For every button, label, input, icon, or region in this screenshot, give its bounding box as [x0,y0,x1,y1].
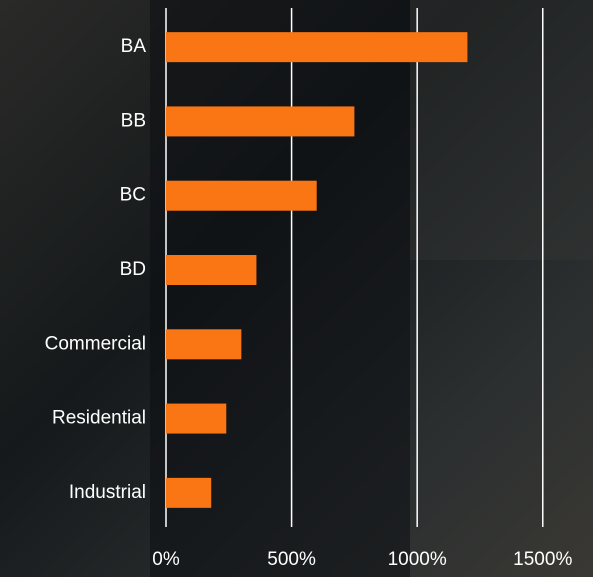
bar [166,180,317,211]
y-tick-label: Residential [52,408,146,429]
bar [166,477,212,508]
y-tick-label: Industrial [69,482,146,503]
x-tick-label: 500% [267,549,316,570]
bar [166,403,227,434]
y-tick-label: Commercial [45,333,146,354]
y-tick-label: BA [121,36,147,57]
y-tick-label: BD [120,259,146,280]
y-tick-label: BB [121,110,146,131]
bar [166,32,468,63]
y-tick-label: BC [120,185,146,206]
bar [166,255,257,285]
x-tick-label: 1500% [513,549,572,570]
bar [166,106,355,137]
x-tick-label: 1000% [388,549,447,570]
x-tick-label: 0% [152,549,180,570]
bar [166,329,242,360]
